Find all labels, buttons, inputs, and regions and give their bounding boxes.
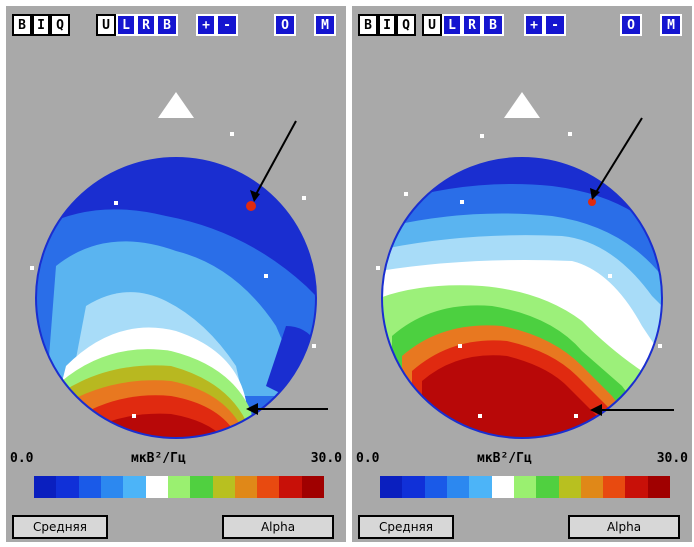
i-button[interactable]: I [378,14,396,36]
scale-min: 0.0 [356,451,380,466]
r-button[interactable]: R [462,14,482,36]
u-button[interactable]: U [96,14,116,36]
scale-unit: мкВ²/Гц [477,451,532,466]
i-button[interactable]: I [32,14,50,36]
electrode-markers [376,132,662,418]
colorbar-swatch [424,476,447,498]
m-button[interactable]: M [660,14,682,36]
colorbar-swatch [446,476,470,498]
scale-row: 0.0 мкВ²/Гц 30.0 [352,451,692,469]
scale-max: 30.0 [656,451,688,466]
q-button[interactable]: Q [396,14,416,36]
colorbar [34,476,325,498]
arrow-head [590,404,602,416]
l-button[interactable]: L [116,14,136,36]
arrow-head [590,188,600,200]
o-button[interactable]: O [274,14,296,36]
head-topomap [376,92,674,439]
colorbar-swatch [167,476,191,498]
o-button[interactable]: O [620,14,642,36]
l-button[interactable]: L [442,14,462,36]
colorbar-swatch [558,476,581,498]
m-button[interactable]: M [314,14,336,36]
band-button[interactable]: Alpha [222,515,334,539]
b-view-button[interactable]: B [482,14,504,36]
scale-min: 0.0 [10,451,34,466]
toolbar: B I Q U L R B + - O M [6,14,346,42]
electrode-hotspot [246,201,256,211]
arrow-line [253,120,297,199]
band-button[interactable]: Alpha [568,515,680,539]
colorbar-swatch [123,476,146,498]
arrow-head [246,403,258,415]
minus-button[interactable]: - [216,14,238,36]
colorbar-swatch [580,476,604,498]
colorbar-swatch [100,476,124,498]
q-button[interactable]: Q [50,14,70,36]
head-outline [381,157,663,439]
head-outline [35,157,317,439]
b-button[interactable]: B [12,14,32,36]
head-topomap [30,92,328,439]
colorbar-swatch [257,476,280,498]
colorbar-swatch [469,476,492,498]
b-view-button[interactable]: B [156,14,178,36]
electrode-hotspot [588,198,596,206]
scale-max: 30.0 [310,451,342,466]
toolbar: B I Q U L R B + - O M [352,14,692,42]
colorbar-swatch [402,476,425,498]
minus-button[interactable]: - [544,14,566,36]
r-button[interactable]: R [136,14,156,36]
plus-button[interactable]: + [524,14,544,36]
colorbar-swatch [78,476,101,498]
topomap-contours [382,158,662,438]
arrow-line [594,117,643,195]
electrode-markers [30,132,316,418]
nose-marker [158,92,194,118]
colorbar-swatch [536,476,559,498]
colorbar-swatch [234,476,258,498]
mode-button[interactable]: Средняя [12,515,108,539]
colorbar-swatch [190,476,213,498]
colorbar-swatch [212,476,235,498]
u-button[interactable]: U [422,14,442,36]
colorbar-swatch [56,476,79,498]
colorbar-swatch [513,476,537,498]
topomap-panel-left: B I Q U L R B + - O M [6,6,346,542]
colorbar-swatch [380,476,403,498]
mode-button[interactable]: Средняя [358,515,454,539]
colorbar-swatch [603,476,626,498]
b-button[interactable]: B [358,14,378,36]
scale-unit: мкВ²/Гц [131,451,186,466]
colorbar-swatch [145,476,168,498]
topomap-panel-right: B I Q U L R B + - O M [352,6,692,542]
scale-row: 0.0 мкВ²/Гц 30.0 [6,451,346,469]
colorbar-swatch [279,476,302,498]
colorbar-swatch [301,476,325,498]
colorbar-swatch [34,476,57,498]
nose-marker [504,92,540,118]
colorbar-swatch [647,476,671,498]
colorbar-swatch [491,476,514,498]
colorbar-swatch [625,476,648,498]
arrow-head [250,190,260,202]
colorbar [380,476,671,498]
plus-button[interactable]: + [196,14,216,36]
topomap-contours [36,158,316,438]
